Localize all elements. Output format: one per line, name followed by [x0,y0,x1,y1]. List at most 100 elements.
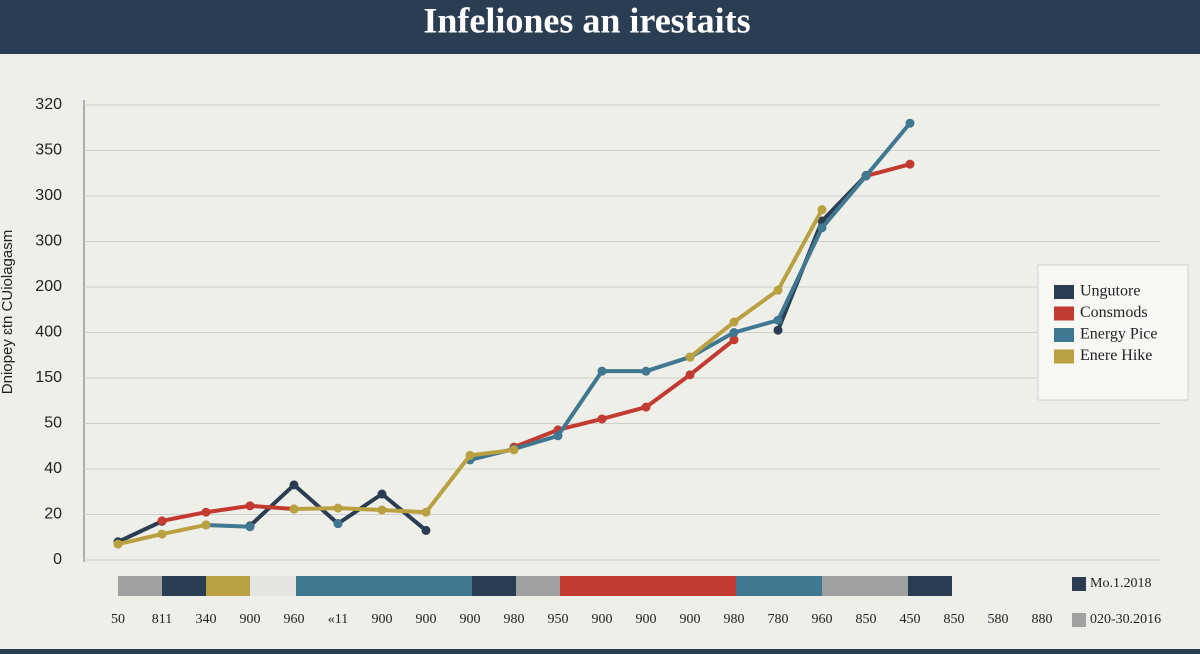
data-point [509,445,519,455]
y-tick-label: 50 [44,415,62,432]
x-tick-label: 900 [416,612,437,627]
legend-label: Enere Hike [1080,347,1152,364]
strip-segment [118,576,162,596]
x-tick-label: 900 [680,612,701,627]
data-point [773,315,783,325]
data-point [773,285,783,295]
bottom-legend-label: 020-30.2016 [1090,612,1161,627]
legend-swatch [1054,306,1074,321]
x-tick-label: 850 [944,612,965,627]
data-point [421,507,431,517]
x-tick-label: 900 [592,612,613,627]
color-strip [118,576,952,596]
strip-segment [162,576,206,596]
x-tick-label: 960 [284,612,305,627]
legend-label: Consmods [1080,304,1148,321]
y-tick-label: 350 [35,142,62,159]
bottom-legend-label: Mo.1.2018 [1090,576,1151,591]
data-point [245,501,255,511]
x-tick-label: 900 [240,612,261,627]
x-tick-label: 850 [856,612,877,627]
chart-title: Infeliones an irestaits [423,0,750,40]
x-tick-label: 811 [152,612,172,627]
data-point [333,519,343,529]
x-tick-label: 980 [504,612,525,627]
x-tick-label: 450 [900,612,921,627]
strip-segment [296,576,472,596]
y-tick-label: 300 [35,187,62,204]
strip-segment [250,576,296,596]
data-point [685,370,695,380]
legend-swatch [1054,349,1074,364]
y-tick-label: 40 [44,460,62,477]
legend-swatch [1054,285,1074,299]
data-point [333,503,343,513]
x-tick-label: 340 [196,612,217,627]
header-bar [0,0,1200,54]
strip-segment [736,576,822,596]
data-point [465,450,475,460]
data-point [861,171,871,181]
data-point [377,505,387,515]
x-tick-label: 960 [812,612,833,627]
x-tick-label: 980 [724,612,745,627]
series-line [205,121,912,529]
x-tick-label: 900 [636,612,657,627]
data-point [817,223,827,233]
legend-label: Ungutore [1080,283,1140,300]
x-tick-label: 950 [548,612,569,627]
x-tick-label: 780 [768,612,789,627]
strip-segment [560,576,736,596]
y-tick-label: 20 [44,506,62,523]
x-tick-label: 50 [111,612,125,627]
y-tick-label: 200 [35,278,62,295]
y-axis-label: Dniopey ɛtn CUiolagasm [0,230,16,394]
data-point [157,516,167,526]
x-tick-label: 580 [988,612,1009,627]
strip-segment [516,576,560,596]
data-point [729,317,739,327]
data-point [377,489,387,499]
data-point [289,480,299,490]
series-line [161,162,911,523]
y-tick-label: 320 [35,96,62,113]
data-point [905,159,915,169]
footer-bar [0,649,1200,654]
y-tick-label: 0 [53,551,62,568]
data-point [817,205,827,215]
data-point [201,507,211,517]
data-point [157,529,167,539]
x-tick-label: 900 [372,612,393,627]
data-point [597,414,607,424]
data-point [729,335,739,345]
bottom-legend-swatch [1072,577,1086,591]
data-point [597,366,607,376]
data-point [553,431,563,441]
x-tick-label: 900 [460,612,481,627]
strip-segment [206,576,250,596]
data-point [289,504,299,514]
y-tick-label: 150 [35,369,62,386]
legend-swatch [1054,328,1074,342]
legend: Ungutore Consmods Energy Pice Enere Hike [1037,264,1189,401]
data-point [113,539,123,549]
legend-label: Energy Pice [1080,326,1157,343]
data-point [641,402,651,412]
data-point [641,366,651,376]
strip-segment [822,576,908,596]
data-point [421,525,431,535]
y-tick-label: 300 [35,233,62,250]
strip-segment [908,576,952,596]
data-point [729,328,739,337]
data-point [685,352,695,362]
data-point [773,325,783,335]
data-point [245,522,255,532]
series-line [117,208,824,547]
data-point [201,520,211,530]
series-line [117,174,868,544]
x-tick-label: «11 [328,612,348,627]
x-tick-label: 880 [1032,612,1053,627]
strip-segment [472,576,516,596]
